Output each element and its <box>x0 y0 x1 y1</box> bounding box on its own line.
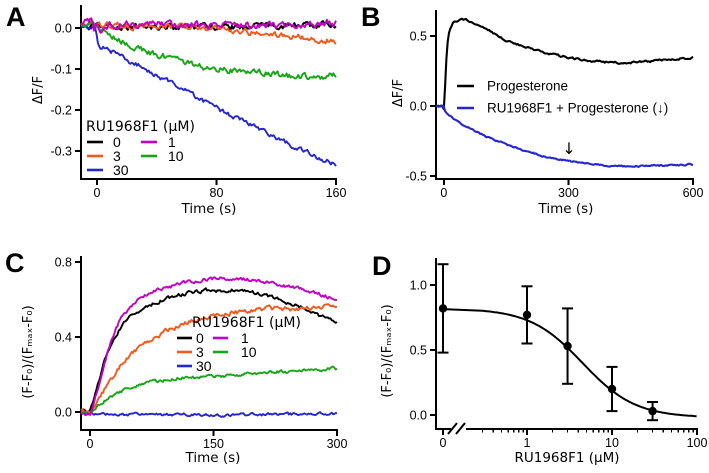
legend-entry-label: 30 <box>113 162 129 178</box>
y-tick-label: 0.0 <box>55 21 72 35</box>
x-tick-label: 0 <box>94 186 101 200</box>
series-trace-30-m <box>80 24 337 167</box>
legend-entry-label: 3 <box>113 148 121 164</box>
y-tick-label: -0.1 <box>50 63 72 77</box>
data-point <box>522 310 532 320</box>
panel-c-ylabel: (F-F₀)/(Fₘₐₓ-F₀) <box>20 305 36 399</box>
data-point <box>438 304 448 313</box>
x-tick-label: 0 <box>440 186 447 200</box>
x-tick-label: 10 <box>605 436 619 450</box>
series-trace-10-m <box>81 20 337 81</box>
data-point <box>648 406 657 416</box>
data-point <box>607 384 617 394</box>
panel-a-legend-title: RU1968F1 (µM) <box>86 119 195 135</box>
y-tick-label: -0.5 <box>405 170 427 184</box>
x-tick-label: 0 <box>440 436 447 450</box>
y-tick-label: 0.5 <box>410 30 427 44</box>
y-tick-label: -0.3 <box>50 145 72 159</box>
legend-entry-label: 1 <box>241 330 249 346</box>
panel-b-xlabel: Time (s) <box>538 201 594 217</box>
legend-entry-label: 10 <box>241 344 257 360</box>
panel-d-letter: D <box>372 251 392 281</box>
series-trace-1-m <box>80 17 337 34</box>
series-trace-3-m <box>80 303 338 414</box>
fit-curve <box>442 308 697 418</box>
series-trace-10-m <box>80 365 338 416</box>
y-tick-label: 1.0 <box>410 279 427 293</box>
x-tick-label: 1 <box>524 436 531 450</box>
series-trace-30-m <box>80 411 338 418</box>
x-tick-label: 600 <box>683 186 704 200</box>
y-tick-label: 0.0 <box>410 100 427 114</box>
panel-c-xlabel: Time (s) <box>185 450 241 466</box>
x-tick-label: 80 <box>210 186 224 200</box>
panel-d-plot: 0 1 10 100 1.0 0.5 0.0 <box>410 258 708 450</box>
panel-c-letter: C <box>5 248 25 278</box>
legend-entry-label: 0 <box>196 330 204 346</box>
injection-arrow-annotation: ↓ <box>562 139 576 158</box>
panel-b-plot: 0 300 600 0.5 0.0 -0.5 Progesterone RU1968F1 + … <box>405 10 703 200</box>
x-tick-label: 300 <box>327 437 348 451</box>
y-tick-label: 0.5 <box>410 343 427 357</box>
x-tick-label: 100 <box>687 436 708 450</box>
legend-entry-label: RU1968F1 + Progesterone (↓) <box>487 101 668 116</box>
data-point <box>563 341 572 351</box>
panel-a-xlabel: Time (s) <box>181 201 237 217</box>
y-tick-label: 0.0 <box>410 408 427 422</box>
y-tick-label: 0.0 <box>55 406 72 420</box>
panel-c-legend-title: RU1968F1 (µM) <box>192 315 301 331</box>
panel-a-letter: A <box>6 2 26 32</box>
series-trace-1-m <box>80 276 338 416</box>
axis-break-icon <box>447 422 458 435</box>
x-tick-label: 0 <box>86 437 93 451</box>
legend-entry-label: Progesterone <box>487 79 568 94</box>
x-tick-label: 160 <box>326 186 347 200</box>
x-tick-label: 150 <box>203 437 224 451</box>
axis-break-icon <box>455 422 466 435</box>
y-tick-label: 0.8 <box>55 256 72 270</box>
y-tick-label: -0.2 <box>50 104 72 118</box>
panel-a-ylabel: ΔF/F <box>30 75 46 105</box>
legend-entry-label: 30 <box>196 358 212 374</box>
legend-entry-label: 3 <box>196 344 204 360</box>
series-trace-ru1968f1-progesterone <box>435 104 694 168</box>
series-trace-0-m <box>80 287 338 415</box>
legend-entry-label: 0 <box>113 134 121 150</box>
legend-entry-label: 1 <box>168 134 176 150</box>
panel-b-letter: B <box>361 2 381 32</box>
legend-entry-label: 10 <box>168 148 184 164</box>
y-tick-label: 0.4 <box>55 331 72 345</box>
panel-d-xlabel: RU1968F1 (µM) <box>514 450 620 466</box>
panel-b-ylabel: ΔF/F <box>390 78 406 108</box>
x-tick-label: 300 <box>558 186 579 200</box>
panel-d-ylabel: (F-F₀)/(Fₘₐₓ-F₀) <box>379 304 395 398</box>
legend: Progesterone RU1968F1 + Progesterone (↓) <box>457 79 668 116</box>
series-trace-progesterone <box>435 17 694 111</box>
